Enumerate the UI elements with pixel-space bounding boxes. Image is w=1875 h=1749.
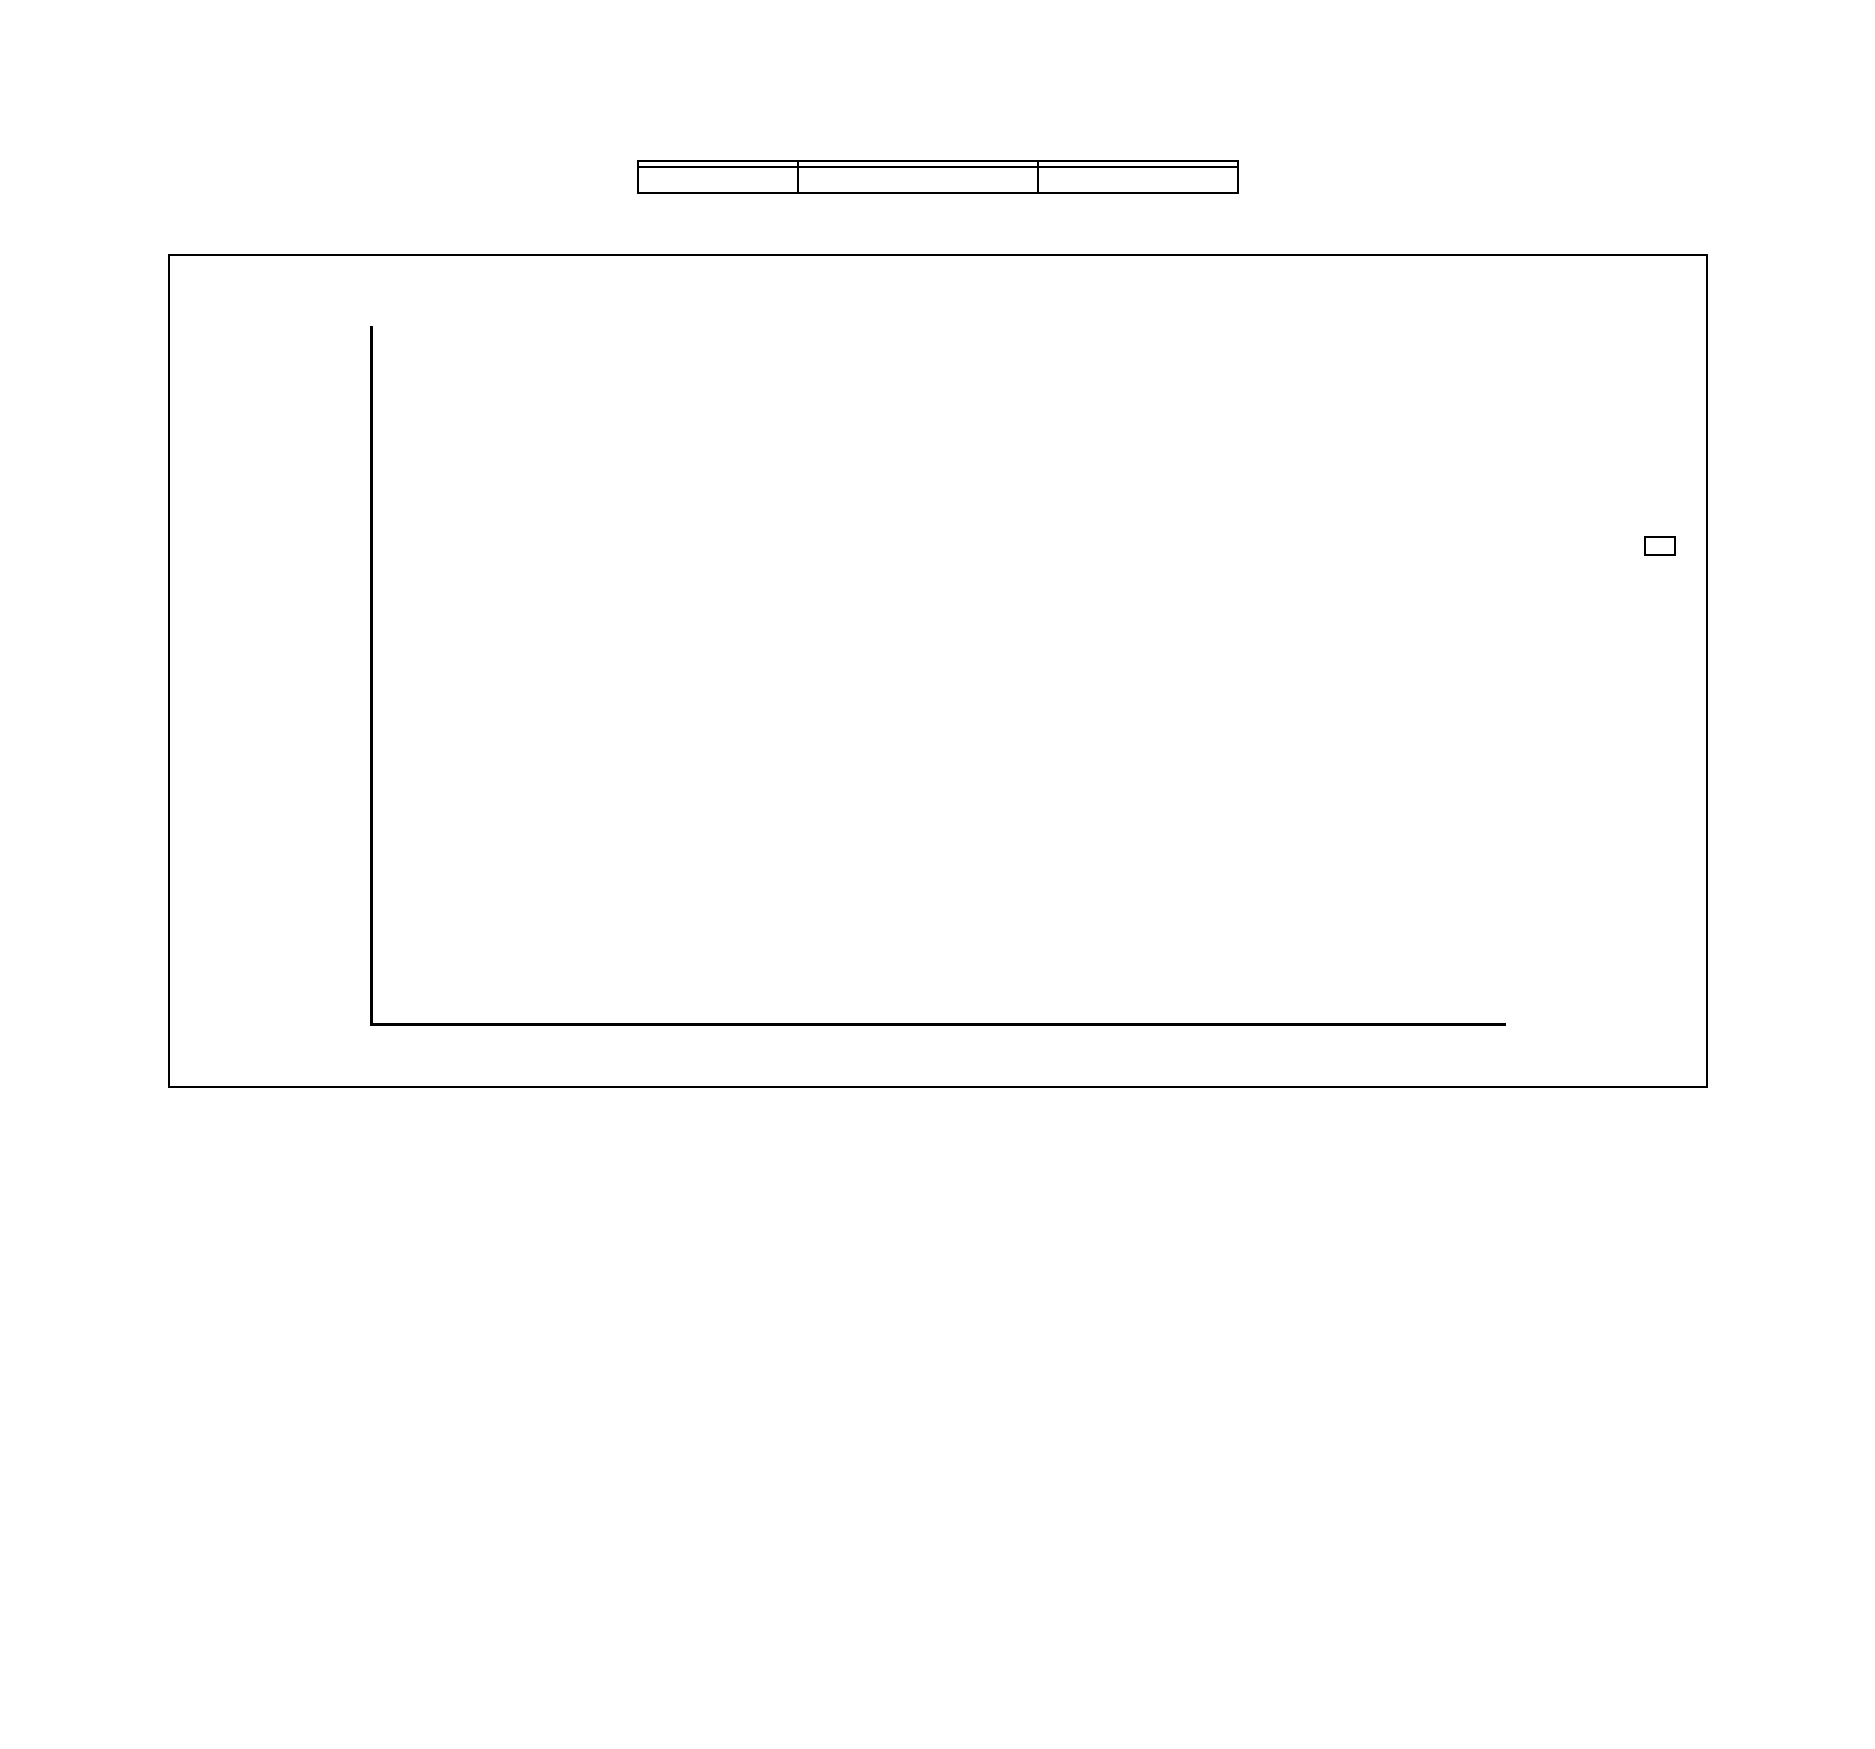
plot-area [370, 326, 1506, 1026]
y-axis-ticks [250, 326, 370, 1026]
cell-name [638, 188, 798, 193]
data-table [637, 160, 1239, 194]
cell-area [798, 188, 1038, 193]
table-row [638, 188, 1238, 193]
x-axis-ticks [370, 1026, 1506, 1036]
cell-ratio [1038, 188, 1238, 193]
chart-panel [168, 254, 1708, 1088]
chart-legend [1644, 536, 1676, 556]
